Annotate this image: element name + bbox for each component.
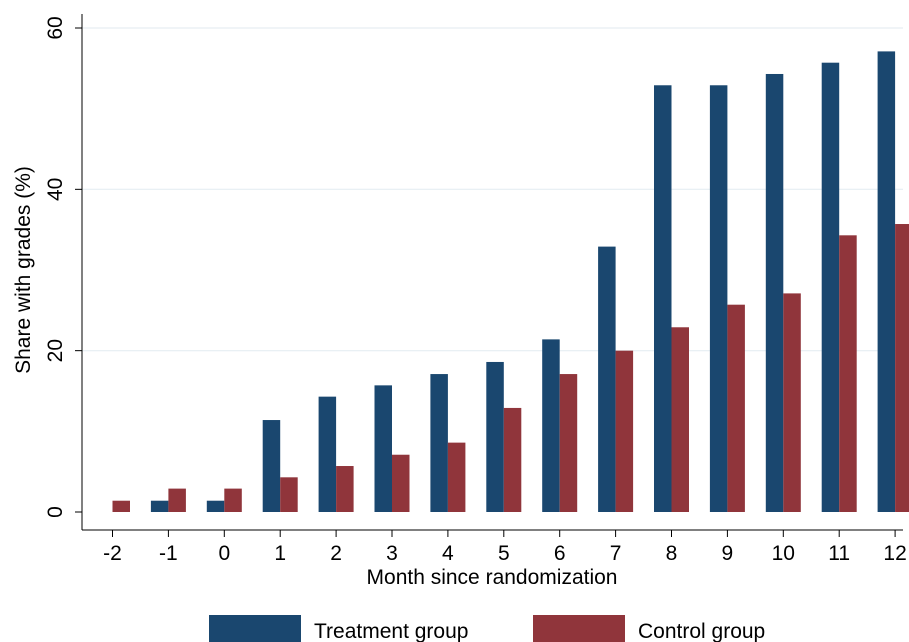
legend-swatch-treatment [209,615,301,642]
x-tick-label: -2 [103,542,122,565]
bar-control [895,224,909,512]
legend: Treatment group Control group [209,615,765,642]
y-tick-label: 40 [44,178,67,201]
bar-control [168,488,186,512]
bar-treatment [765,73,784,512]
bar-treatment [598,246,616,512]
bar-control [783,293,801,512]
bar-control [392,454,410,512]
x-tick-label: 3 [386,542,398,565]
x-tick-label: 5 [498,542,510,565]
x-tick-label: 8 [666,542,678,565]
x-tick-label: -1 [159,542,178,565]
bar-control [336,466,354,512]
axes [81,14,903,531]
bar-treatment [262,420,281,512]
x-tick-label: 4 [442,542,454,565]
bar-control [503,407,522,512]
bar-control [559,374,578,512]
legend-label-control: Control group [638,620,765,642]
bar-control [224,488,242,512]
bar-treatment [654,85,672,513]
x-tick-label: 11 [828,542,850,565]
x-tick-label: 9 [722,542,734,565]
y-ticks: 0 20 40 60 [44,16,82,518]
x-tick-label: 7 [610,542,622,565]
x-tick-label: 12 [883,542,906,565]
bar-control [447,442,466,512]
y-tick-label: 20 [44,339,67,362]
y-axis-title: Share with grades (%) [12,166,35,374]
bar-treatment [486,361,504,512]
bar-treatment [821,62,840,512]
x-axis-title: Month since randomization [367,566,618,589]
bar-treatment [374,385,392,512]
bar-control [112,500,130,512]
legend-swatch-control [533,615,625,642]
bar-control [280,477,298,512]
bar-control [615,350,634,512]
x-tick-label: 0 [218,542,230,565]
bar-treatment [150,500,169,512]
x-tick-label: 2 [330,542,342,565]
bar-control [671,327,689,512]
x-tick-label: 1 [274,542,286,565]
y-tick-label: 60 [44,16,67,39]
y-tick-label: 0 [44,506,67,518]
bar-treatment [430,374,448,512]
bar-treatment [542,339,560,512]
x-tick-label: 10 [772,542,795,565]
bar-treatment [318,396,337,512]
bar-treatment [877,51,896,512]
bars [112,51,909,513]
legend-label-treatment: Treatment group [314,620,468,642]
bar-control [727,304,745,512]
x-tick-label: 6 [554,542,566,565]
bar-treatment [709,85,728,513]
bar-treatment [206,500,225,512]
bar-control [839,235,857,512]
x-ticks: -2 -1 0 1 2 3 4 5 6 7 8 9 10 11 12 [103,530,907,565]
